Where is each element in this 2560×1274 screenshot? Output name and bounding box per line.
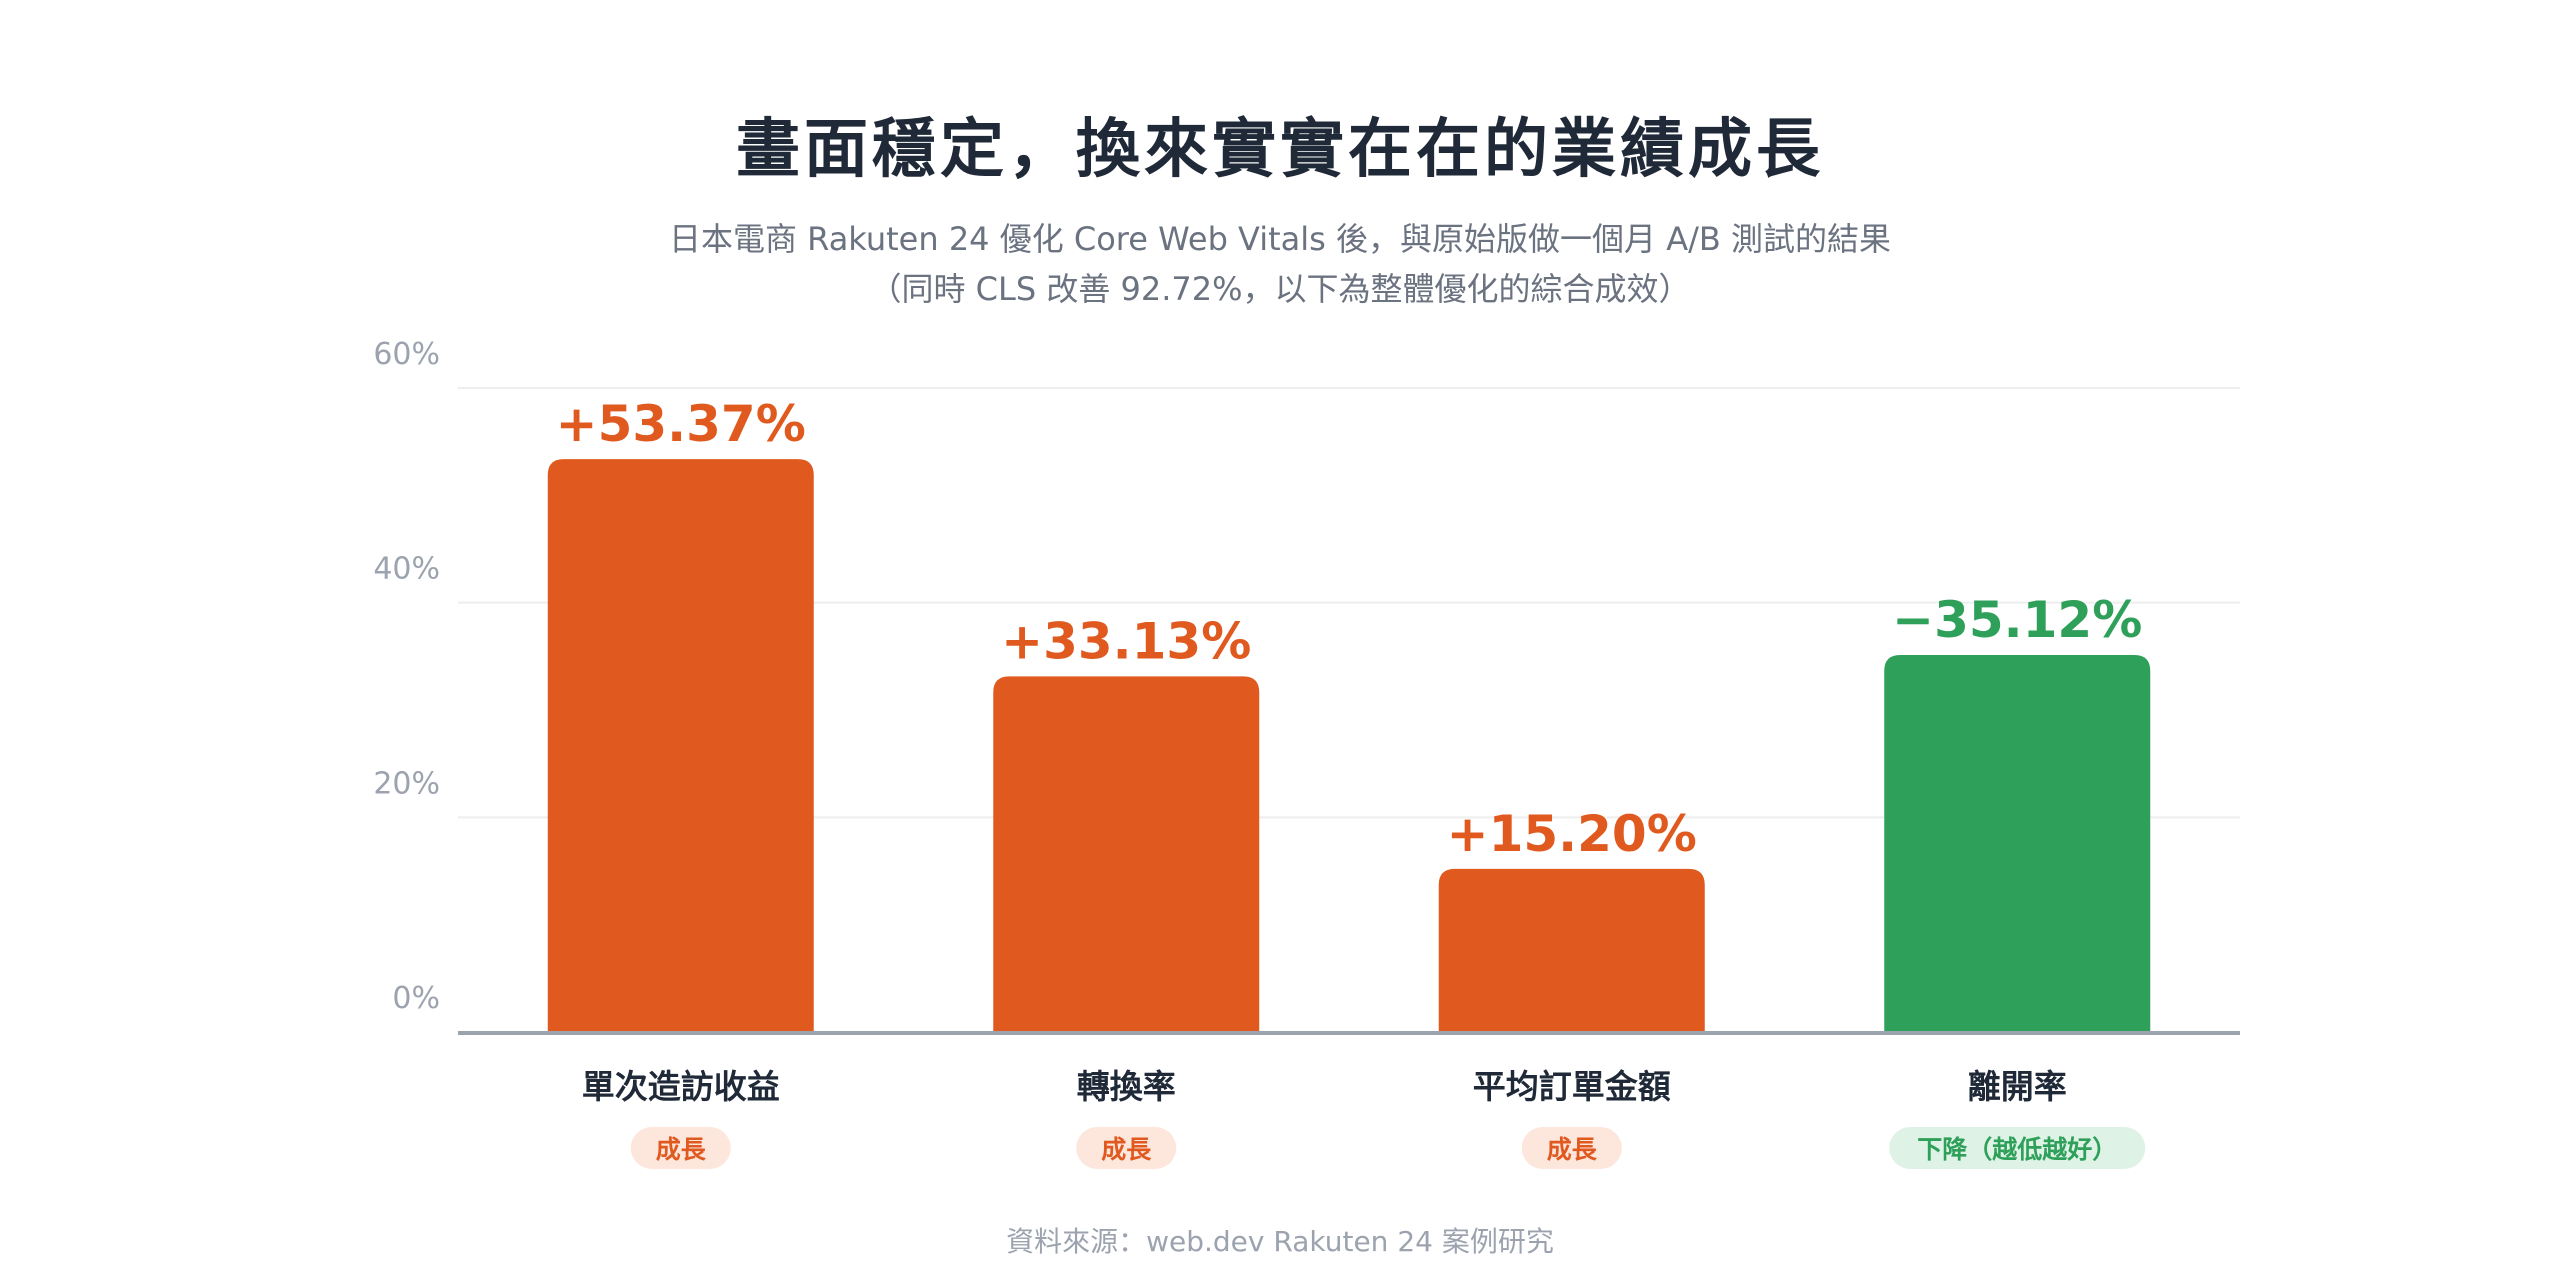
bar-value-label: +15.20% bbox=[1447, 805, 1697, 863]
y-tick-label: 0% bbox=[392, 981, 440, 1016]
y-tick-label: 20% bbox=[373, 766, 440, 801]
tag-badge bbox=[1889, 1127, 2146, 1169]
category-label: 離開率 bbox=[1968, 1067, 2067, 1106]
tag-badge bbox=[1521, 1127, 1622, 1169]
bar-value-label: +33.13% bbox=[1001, 612, 1251, 670]
bar bbox=[993, 676, 1260, 1032]
category-label: 轉換率 bbox=[1077, 1067, 1176, 1106]
tag-label: 成長 bbox=[1547, 1135, 1598, 1164]
bar-value-label: −35.12% bbox=[1892, 591, 2142, 649]
chart-title: 畫面穩定，換來實實在在的業績成長 bbox=[736, 113, 1824, 187]
tag-label: 成長 bbox=[1101, 1135, 1152, 1164]
tag-badge bbox=[630, 1127, 731, 1169]
y-tick-label: 60% bbox=[373, 337, 440, 372]
bar bbox=[1884, 655, 2151, 1032]
tag-label: 下降（越低越好） bbox=[1917, 1135, 2117, 1164]
chart-subtitle-line2: （同時 CLS 改善 92.72%，以下為整體優化的綜合成效） bbox=[869, 270, 1691, 308]
bar bbox=[547, 459, 814, 1032]
category-label: 單次造訪收益 bbox=[582, 1067, 780, 1106]
category-label: 平均訂單金額 bbox=[1473, 1067, 1671, 1106]
bar-value-label: +53.37% bbox=[556, 395, 806, 453]
chart-subtitle-line1: 日本電商 Rakuten 24 優化 Core Web Vitals 後，與原始… bbox=[668, 220, 1891, 258]
tag-badge bbox=[1076, 1127, 1177, 1169]
chart-source: 資料來源：web.dev Rakuten 24 案例研究 bbox=[1006, 1225, 1554, 1258]
bar bbox=[1438, 868, 1705, 1032]
tag-label: 成長 bbox=[656, 1135, 707, 1164]
y-tick-label: 40% bbox=[373, 552, 440, 587]
